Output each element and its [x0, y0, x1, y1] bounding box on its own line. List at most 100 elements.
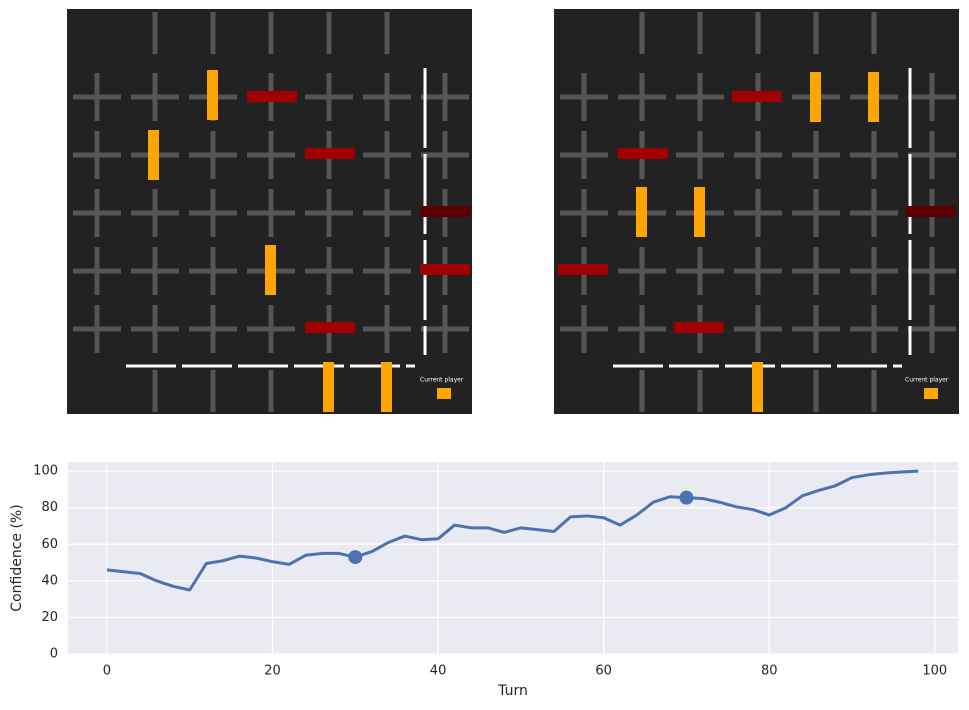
car-horizontal — [618, 148, 668, 159]
road-v — [929, 247, 935, 295]
road-v — [639, 305, 645, 353]
road-v — [871, 189, 877, 237]
road-v — [639, 247, 645, 295]
x-tick-label: 0 — [103, 664, 111, 679]
x-tick-label: 40 — [430, 664, 447, 679]
road-v — [813, 12, 819, 54]
road-v — [755, 305, 761, 353]
road-v — [755, 131, 761, 179]
car-horizontal — [732, 91, 782, 102]
y-tick-label: 100 — [33, 464, 58, 479]
road-v — [210, 189, 216, 237]
road-v — [384, 305, 390, 353]
road-v — [268, 305, 274, 353]
road-v — [755, 247, 761, 295]
road-v — [755, 12, 761, 54]
highlight-point — [679, 490, 694, 505]
y-tick-label: 40 — [41, 573, 58, 588]
highlight-point — [348, 550, 363, 565]
road-v — [210, 131, 216, 179]
road-v — [929, 305, 935, 353]
road-v — [813, 247, 819, 295]
road-v — [871, 370, 877, 412]
y-tick-label: 60 — [41, 537, 58, 552]
player-indicator — [924, 388, 938, 399]
player-label: Current player — [420, 377, 464, 384]
player-label: Current player — [905, 377, 949, 384]
road-v — [929, 73, 935, 121]
road-v — [581, 73, 587, 121]
player-indicator — [437, 388, 451, 399]
road-v — [384, 73, 390, 121]
road-v — [639, 73, 645, 121]
road-v — [210, 247, 216, 295]
road-v — [813, 131, 819, 179]
road-v — [94, 305, 100, 353]
road-v — [210, 12, 216, 54]
road-v — [152, 73, 158, 121]
road-v — [581, 189, 587, 237]
x-tick-label: 100 — [922, 664, 947, 679]
car-horizontal — [906, 206, 956, 217]
road-v — [210, 370, 216, 412]
road-v — [268, 12, 274, 54]
road-v — [326, 12, 332, 54]
road-v — [697, 247, 703, 295]
car-vertical — [868, 72, 879, 122]
road-v — [871, 12, 877, 54]
car-vertical — [694, 187, 705, 237]
x-tick-label: 80 — [761, 664, 778, 679]
car-vertical — [810, 72, 821, 122]
road-v — [871, 131, 877, 179]
road-v — [152, 247, 158, 295]
road-v — [581, 131, 587, 179]
road-v — [268, 370, 274, 412]
car-horizontal — [420, 206, 470, 217]
road-v — [929, 131, 935, 179]
car-vertical — [381, 362, 392, 412]
car-horizontal — [420, 264, 470, 275]
road-v — [384, 189, 390, 237]
x-axis-label: Turn — [497, 683, 528, 699]
road-v — [871, 305, 877, 353]
data-line — [106, 469, 919, 592]
road-v — [152, 370, 158, 412]
road-v — [326, 247, 332, 295]
road-v — [755, 189, 761, 237]
road-v — [210, 305, 216, 353]
road-v — [268, 131, 274, 179]
road-v — [326, 189, 332, 237]
car-vertical — [148, 130, 159, 180]
game-board: Current player — [67, 9, 472, 414]
road-v — [442, 305, 448, 353]
road-v — [94, 247, 100, 295]
road-v — [697, 73, 703, 121]
y-axis-label: Confidence (%) — [9, 504, 25, 611]
road-v — [871, 247, 877, 295]
road-v — [152, 305, 158, 353]
road-v — [697, 12, 703, 54]
road-v — [384, 12, 390, 54]
game-board: Current player — [554, 9, 959, 414]
y-tick-label: 0 — [50, 647, 58, 662]
x-tick-label: 20 — [264, 664, 281, 679]
x-tick-label: 60 — [595, 664, 612, 679]
road-v — [813, 305, 819, 353]
car-horizontal — [674, 322, 724, 333]
road-v — [326, 73, 332, 121]
road-v — [442, 131, 448, 179]
road-v — [94, 131, 100, 179]
y-tick-label: 80 — [41, 500, 58, 515]
car-horizontal — [305, 148, 355, 159]
road-v — [813, 189, 819, 237]
road-v — [94, 189, 100, 237]
car-vertical — [207, 70, 218, 120]
road-v — [697, 131, 703, 179]
road-v — [384, 247, 390, 295]
road-v — [813, 370, 819, 412]
car-vertical — [265, 245, 276, 295]
car-horizontal — [305, 322, 355, 333]
car-vertical — [323, 362, 334, 412]
car-vertical — [752, 362, 763, 412]
